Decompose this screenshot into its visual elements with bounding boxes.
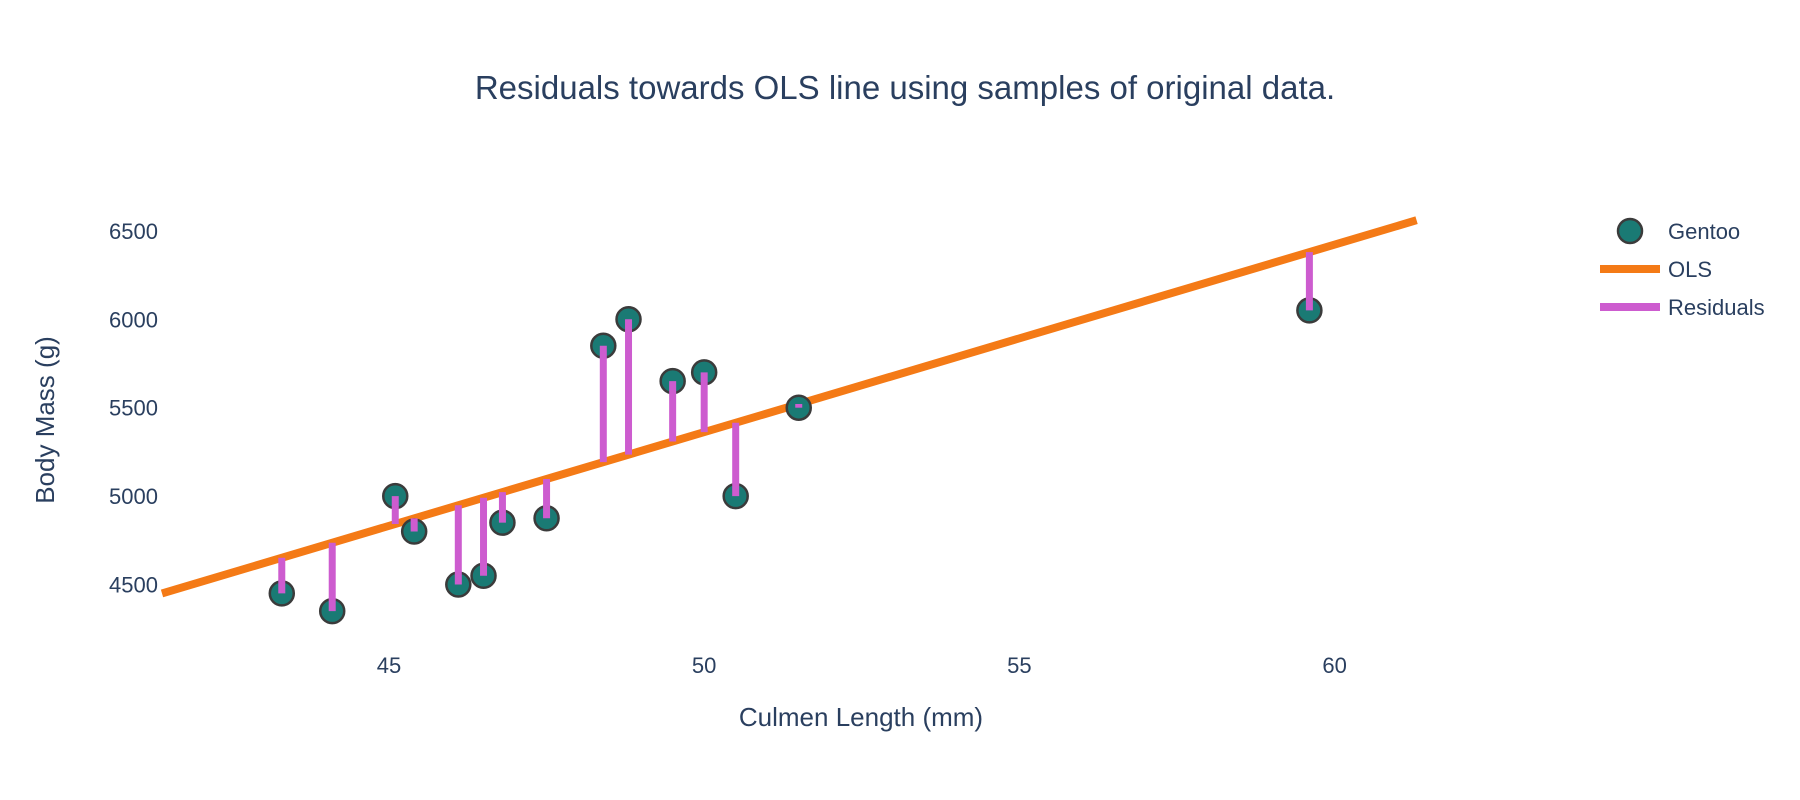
chart-title: Residuals towards OLS line using samples…: [475, 69, 1335, 106]
y-tick-label: 5500: [109, 396, 158, 421]
x-tick-label: 55: [1007, 653, 1031, 678]
legend-label-gentoo: Gentoo: [1668, 219, 1740, 244]
legend[interactable]: Gentoo OLS Residuals: [1600, 217, 1765, 320]
x-axis-ticks: 45 50 55 60: [377, 653, 1347, 678]
y-axis-title: Body Mass (g): [30, 336, 60, 504]
legend-item-gentoo[interactable]: Gentoo: [1616, 217, 1740, 245]
legend-item-ols[interactable]: OLS: [1600, 257, 1712, 282]
legend-label-ols: OLS: [1668, 257, 1712, 282]
x-axis-title: Culmen Length (mm): [739, 702, 983, 732]
legend-item-residuals[interactable]: Residuals: [1600, 295, 1765, 320]
y-tick-label: 5000: [109, 484, 158, 509]
y-axis-ticks: 4500 5000 5500 6000 6500: [109, 219, 158, 598]
y-tick-label: 6500: [109, 219, 158, 244]
plot-area: [160, 216, 1418, 625]
legend-label-residuals: Residuals: [1668, 295, 1765, 320]
legend-marker-gentoo: [1616, 217, 1644, 245]
x-tick-label: 60: [1322, 653, 1346, 678]
y-tick-label: 4500: [109, 573, 158, 598]
x-tick-label: 45: [377, 653, 401, 678]
y-tick-label: 6000: [109, 307, 158, 332]
x-tick-label: 50: [692, 653, 716, 678]
